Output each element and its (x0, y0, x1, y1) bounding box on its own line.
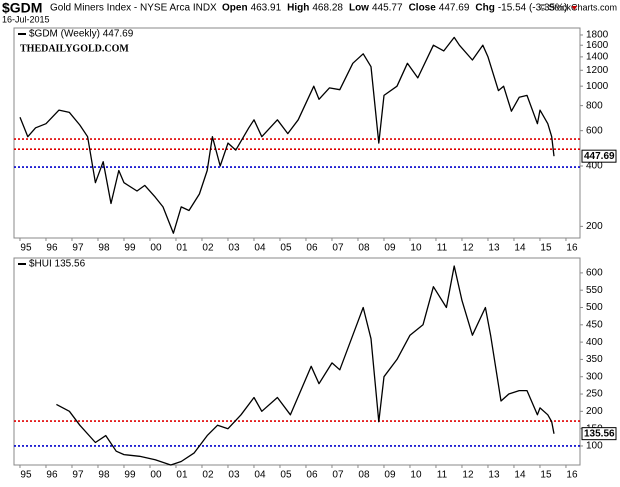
x-tick-label: 12 (462, 243, 474, 254)
y-tick-label: 400 (586, 161, 603, 172)
x-tick-label: 04 (254, 470, 266, 481)
x-tick-label: 14 (514, 243, 526, 254)
y-tick-label: 200 (586, 221, 603, 232)
x-tick-label: 01 (176, 470, 188, 481)
source: © StockCharts.com (539, 2, 617, 12)
x-tick-label: 96 (46, 470, 58, 481)
x-tick-label: 01 (176, 243, 188, 254)
index-name: Gold Miners Index - NYSE Arca INDX (50, 3, 217, 14)
x-tick-label: 04 (254, 243, 266, 254)
y-tick-label: 300 (586, 371, 603, 382)
x-tick-label: 02 (202, 243, 214, 254)
x-tick-label: 03 (228, 243, 240, 254)
x-tick-label: 10 (410, 243, 422, 254)
y-tick-label: 350 (586, 354, 603, 365)
last-value-label: 447.69 (584, 151, 615, 162)
quote-value: 447.69 (439, 3, 470, 14)
y-tick-label: 200 (586, 406, 603, 417)
x-tick-label: 09 (384, 470, 396, 481)
x-tick-label: 98 (98, 470, 110, 481)
quote-value: 468.28 (312, 3, 343, 14)
y-tick-label: 1000 (586, 81, 609, 92)
y-tick-label: 600 (586, 268, 603, 279)
date: 16-Jul-2015 (2, 14, 50, 24)
x-tick-label: 95 (20, 470, 32, 481)
quote-label: Chg (475, 3, 494, 14)
x-tick-label: 05 (280, 243, 292, 254)
x-tick-label: 13 (488, 470, 500, 481)
x-tick-label: 16 (566, 243, 578, 254)
x-tick-label: 16 (566, 470, 578, 481)
x-tick-label: 06 (306, 243, 318, 254)
quote-value: -15.54 (-3.35%) (498, 3, 567, 14)
quote-label: Close (409, 3, 437, 14)
legend-entry: $HUI 135.56 (29, 259, 86, 270)
last-value-box (581, 149, 617, 163)
x-tick-label: 00 (150, 243, 162, 254)
x-tick-label: 15 (540, 243, 552, 254)
x-tick-label: 07 (332, 243, 344, 254)
x-tick-label: 98 (98, 243, 110, 254)
price-line (56, 265, 555, 466)
quote-label: Open (222, 3, 248, 14)
x-tick-label: 02 (202, 470, 214, 481)
x-tick-label: 99 (124, 470, 136, 481)
x-tick-label: 95 (20, 243, 32, 254)
y-tick-label: 600 (586, 125, 603, 136)
x-tick-label: 03 (228, 470, 240, 481)
down-arrow (571, 6, 578, 10)
quote-label: Low (349, 3, 369, 14)
last-value-label: 135.56 (584, 428, 615, 439)
x-tick-label: 09 (384, 243, 396, 254)
x-tick-label: 06 (306, 470, 318, 481)
x-tick-label: 97 (72, 243, 84, 254)
y-tick-label: 1200 (586, 65, 609, 76)
quote-value: 463.91 (251, 3, 282, 14)
y-tick-label: 400 (586, 337, 603, 348)
y-tick-label: 100 (586, 441, 603, 452)
x-tick-label: 99 (124, 243, 136, 254)
legend-entry: $GDM (Weekly) 447.69 (29, 29, 134, 40)
x-tick-label: 08 (358, 470, 370, 481)
watermark: THEDAILYGOLD.COM (20, 43, 129, 54)
y-tick-label: 1600 (586, 40, 609, 51)
x-tick-label: 14 (514, 470, 526, 481)
plot-area (13, 257, 581, 466)
x-tick-label: 96 (46, 243, 58, 254)
x-tick-label: 11 (437, 470, 448, 481)
x-tick-label: 13 (488, 243, 500, 254)
symbol: $GDM (2, 0, 42, 16)
x-tick-label: 10 (410, 470, 422, 481)
x-tick-label: 07 (332, 470, 344, 481)
y-tick-label: 1800 (586, 30, 609, 41)
x-tick-label: 11 (437, 243, 448, 254)
last-value-box (581, 427, 617, 441)
quote-value: 445.77 (372, 3, 403, 14)
x-tick-label: 97 (72, 470, 84, 481)
y-tick-label: 800 (586, 100, 603, 111)
y-tick-label: 500 (586, 302, 603, 313)
x-tick-label: 00 (150, 470, 162, 481)
x-tick-label: 05 (280, 470, 292, 481)
x-tick-label: 12 (462, 470, 474, 481)
y-tick-label: 1400 (586, 52, 609, 63)
price-line (19, 36, 555, 234)
x-tick-label: 08 (358, 243, 370, 254)
quote-label: High (287, 3, 309, 14)
y-tick-label: 550 (586, 285, 603, 296)
y-tick-label: 450 (586, 319, 603, 330)
y-tick-label: 250 (586, 389, 603, 400)
x-tick-label: 15 (540, 470, 552, 481)
plot-area (13, 27, 581, 239)
